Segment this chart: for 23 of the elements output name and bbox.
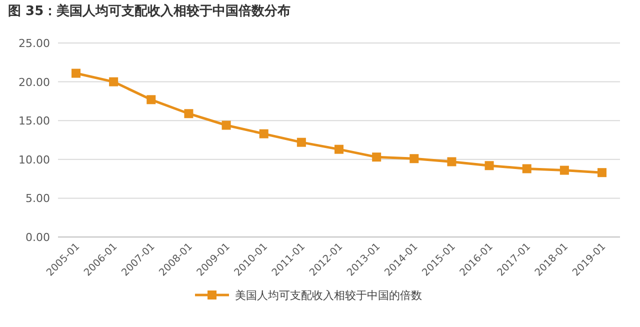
point: [72, 68, 80, 78]
point: [598, 168, 606, 178]
point: [484, 161, 494, 170]
point: [184, 109, 194, 118]
point: [334, 144, 344, 154]
y-tick-label: 10.00: [18, 153, 50, 166]
point: [109, 77, 118, 86]
legend-label: 美国人均可支配收入相较于中国的倍数: [235, 289, 422, 302]
y-tick-label: 20.00: [18, 76, 50, 89]
y-tick-label: 5.00: [26, 192, 50, 206]
point: [259, 129, 268, 138]
point: [146, 95, 156, 104]
point: [222, 120, 231, 130]
point: [560, 166, 569, 175]
y-tick-label: 25.00: [18, 37, 50, 50]
y-tick-label: 15.00: [18, 114, 50, 128]
point: [410, 154, 419, 164]
point: [522, 164, 532, 174]
y-tick-label: 0.00: [26, 231, 50, 244]
point: [447, 157, 456, 166]
point: [296, 138, 306, 147]
point: [372, 152, 382, 162]
chart-title: 图 35：美国人均可支配收入相较于中国倍数分布: [8, 3, 291, 19]
